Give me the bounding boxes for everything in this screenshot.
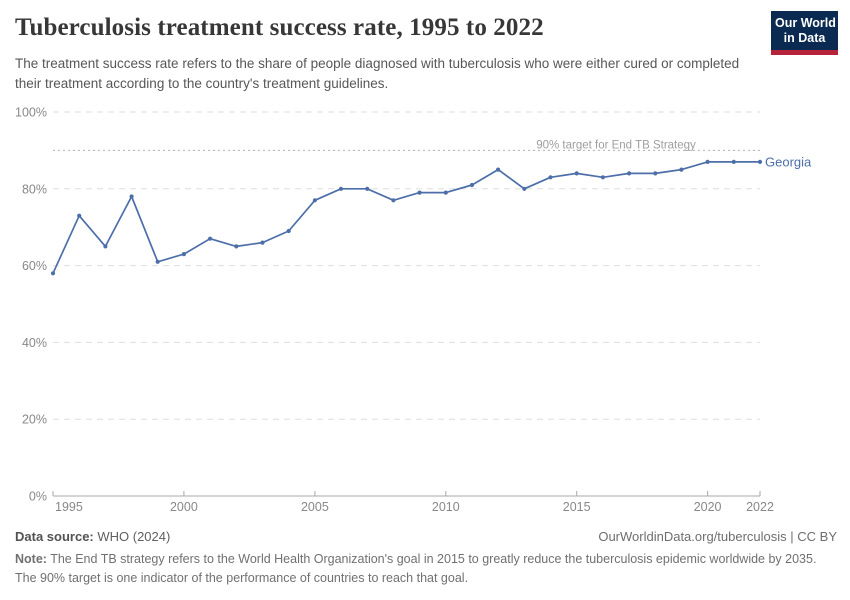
line-chart[interactable]: 0% 20% 40% 60% 80% 100% 90% target for End TB … [0, 0, 850, 525]
data-point-marker [600, 175, 606, 180]
x-tick-label: 2015 [563, 500, 591, 514]
data-point-marker [286, 228, 291, 234]
y-tick-label: 0% [29, 490, 47, 504]
x-tick-label: 2000 [170, 500, 198, 514]
data-point-marker [548, 175, 553, 180]
y-tick-label: 100% [15, 106, 47, 120]
x-tick-label: 1995 [55, 500, 83, 514]
footer-source-row: Data source: WHO (2024) OurWorldinData.o… [15, 529, 837, 544]
data-point-marker [365, 186, 370, 191]
data-point-marker [496, 167, 501, 172]
x-tick-label: 2022 [746, 500, 774, 514]
data-point-marker [103, 244, 108, 249]
data-point-marker [679, 167, 684, 172]
data-point-marker [129, 194, 134, 199]
data-point-marker [234, 244, 239, 249]
data-point-marker [260, 240, 265, 245]
attribution-link[interactable]: OurWorldinData.org/tuberculosis | CC BY [598, 529, 837, 544]
data-point-marker [653, 171, 658, 176]
data-source: Data source: WHO (2024) [15, 529, 170, 544]
data-point-marker [50, 271, 56, 276]
footer-note-text: The End TB strategy refers to the World … [15, 552, 817, 585]
x-tick-label: 2010 [432, 500, 460, 514]
data-point-marker [705, 159, 710, 164]
page-subtitle: The treatment success rate refers to the… [15, 56, 740, 91]
data-point-marker [757, 159, 763, 164]
y-tick-label: 80% [22, 182, 47, 196]
data-point-marker [77, 213, 82, 218]
data-point-marker [155, 259, 160, 264]
series-label-georgia: Georgia [765, 154, 812, 169]
owid-logo-text-line2: in Data [783, 30, 826, 45]
target-line-label: 90% target for End TB Strategy [536, 139, 696, 151]
page-title: Tuberculosis treatment success rate, 199… [15, 14, 544, 41]
series-line-georgia [52, 161, 761, 275]
data-point-marker [208, 236, 213, 241]
x-tick-label: 2005 [301, 500, 329, 514]
y-tick-label: 20% [22, 413, 47, 427]
data-point-marker [469, 182, 475, 188]
data-point-marker [417, 190, 422, 195]
owid-logo-text-line1: Our World [775, 16, 836, 30]
y-tick-label: 40% [22, 336, 47, 350]
data-point-marker [443, 190, 448, 195]
data-point-marker [731, 159, 736, 164]
data-source-value: WHO (2024) [93, 529, 171, 544]
owid-logo[interactable]: Our World in Data [771, 11, 838, 55]
data-point-marker [522, 186, 527, 191]
data-point-marker [181, 252, 186, 257]
footer-note-label: Note: [15, 552, 47, 566]
data-point-marker [312, 198, 317, 203]
x-tick-label: 2020 [694, 500, 722, 514]
y-tick-label: 60% [22, 259, 47, 273]
footer-note: Note: The End TB strategy refers to the … [15, 550, 839, 587]
data-source-label: Data source: [15, 529, 94, 544]
data-point-marker [627, 171, 632, 176]
data-point-marker [574, 171, 579, 176]
data-point-marker [338, 186, 344, 191]
data-point-marker [391, 198, 396, 203]
